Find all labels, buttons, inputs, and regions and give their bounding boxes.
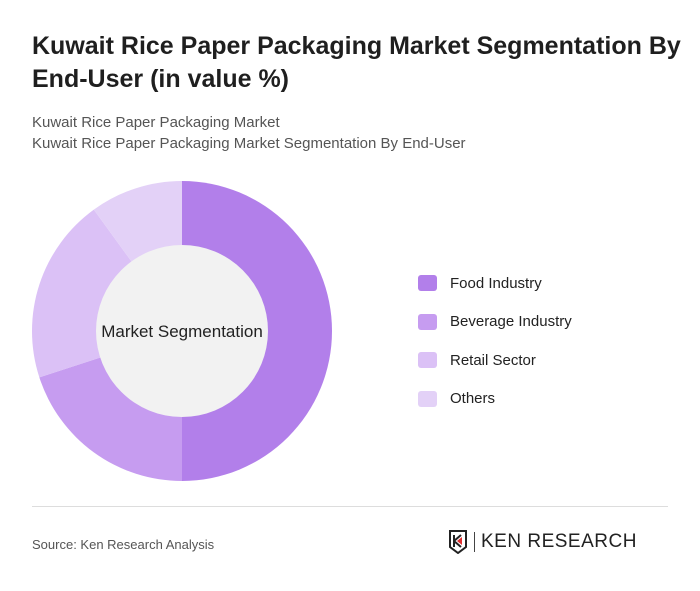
legend-label: Others: [450, 390, 496, 408]
legend-item: Others: [418, 380, 572, 419]
legend-swatch: [418, 352, 437, 369]
subtitle-segmentation: Kuwait Rice Paper Packaging Market Segme…: [32, 135, 466, 152]
donut-chart: Market Segmentation: [31, 181, 332, 481]
donut-hole: [96, 245, 268, 417]
legend-swatch: [418, 390, 437, 407]
center-label: Market Segmentation: [101, 322, 263, 341]
legend-swatch: [418, 275, 437, 292]
legend-swatch: [418, 313, 437, 330]
subtitle-market: Kuwait Rice Paper Packaging Market: [32, 114, 280, 131]
legend-item: Retail Sector: [418, 341, 572, 380]
legend: Food Industry Beverage Industry Retail Sec…: [418, 264, 572, 418]
legend-label: Beverage Industry: [450, 313, 572, 331]
chart-title: Kuwait Rice Paper Packaging Market Segme…: [32, 32, 681, 93]
legend-label: Retail Sector: [450, 351, 536, 369]
divider: [32, 506, 668, 507]
ken-logo-icon: [449, 530, 467, 554]
legend-item: Beverage Industry: [418, 303, 572, 342]
legend-item: Food Industry: [418, 264, 572, 303]
source-note: Source: Ken Research Analysis: [32, 537, 215, 552]
logo-text: KEN RESEARCH: [474, 532, 637, 552]
ken-research-logo: KEN RESEARCH: [448, 530, 637, 554]
legend-label: Food Industry: [450, 274, 542, 292]
